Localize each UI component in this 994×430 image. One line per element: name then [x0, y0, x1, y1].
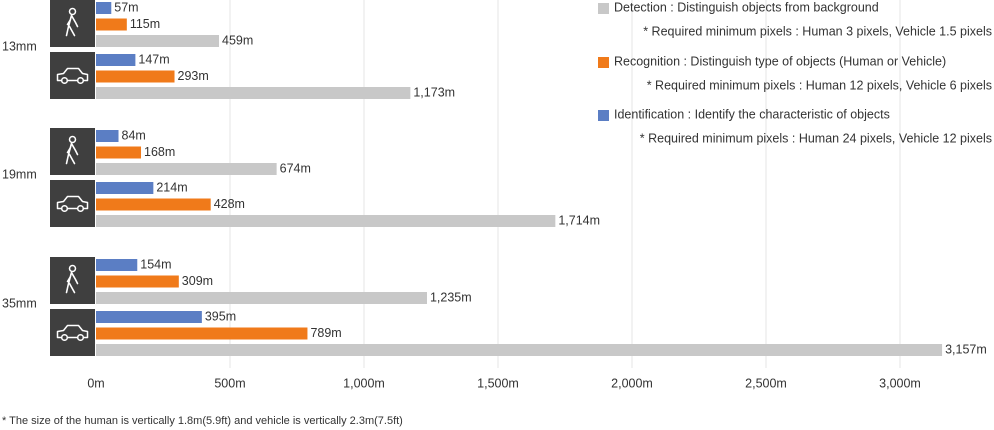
- value-label: 1,714m: [558, 213, 600, 227]
- value-label: 395m: [205, 309, 236, 323]
- legend-label: Recognition : Distinguish type of object…: [614, 54, 946, 68]
- bar: [96, 198, 211, 211]
- lens-label: 19mm: [2, 167, 37, 181]
- x-tick-label: 1,000m: [343, 376, 385, 390]
- value-label: 3,157m: [945, 342, 987, 356]
- value-label: 789m: [310, 326, 341, 340]
- bar: [96, 182, 154, 194]
- bar: [96, 35, 220, 47]
- value-label: 1,235m: [430, 290, 472, 304]
- x-tick-label: 2,000m: [611, 376, 653, 390]
- bar: [96, 130, 119, 142]
- value-label: 115m: [130, 17, 160, 31]
- x-tick-label: 1,500m: [477, 376, 519, 390]
- bar: [96, 163, 277, 175]
- legend-note: * Required minimum pixels : Human 24 pix…: [640, 131, 992, 145]
- lens-label: 13mm: [2, 39, 37, 53]
- value-label: 214m: [156, 180, 187, 194]
- bar: [96, 292, 427, 304]
- bar: [96, 215, 556, 227]
- x-tick-label: 500m: [214, 376, 245, 390]
- value-label: 57m: [114, 0, 138, 14]
- object-icon-box: [50, 128, 95, 175]
- value-label: 459m: [222, 33, 253, 47]
- bar: [96, 344, 943, 356]
- bar: [96, 87, 411, 99]
- value-label: 293m: [178, 69, 209, 83]
- footnote: * The size of the human is vertically 1.…: [2, 415, 403, 427]
- bar: [96, 2, 112, 14]
- bar: [96, 54, 136, 66]
- grid: [229, 0, 901, 368]
- bar: [96, 259, 138, 271]
- value-label: 168m: [144, 145, 175, 159]
- x-tick-label: 3,000m: [879, 376, 921, 390]
- object-icon-box: [50, 0, 95, 47]
- object-icon-box: [50, 257, 95, 304]
- value-label: 1,173m: [413, 85, 455, 99]
- legend-swatch: [598, 57, 609, 68]
- value-label: 147m: [138, 52, 169, 66]
- x-tick-label: 0m: [87, 376, 104, 390]
- bar: [96, 275, 179, 288]
- bar: [96, 311, 202, 323]
- x-tick-label: 2,500m: [745, 376, 787, 390]
- bar: [96, 146, 142, 159]
- bar: [96, 18, 127, 31]
- legend-swatch: [598, 3, 609, 14]
- legend-note: * Required minimum pixels : Human 12 pix…: [647, 78, 992, 92]
- value-label: 674m: [280, 161, 311, 175]
- bar: [96, 327, 308, 340]
- lens-label: 35mm: [2, 296, 37, 310]
- legend-label: Identification : Identify the characteri…: [614, 107, 890, 121]
- value-label: 154m: [140, 257, 171, 271]
- legend-note: * Required minimum pixels : Human 3 pixe…: [643, 24, 992, 38]
- value-label: 428m: [214, 197, 245, 211]
- bar: [96, 70, 175, 83]
- legend-label: Detection : Distinguish objects from bac…: [614, 0, 879, 14]
- legend-swatch: [598, 110, 609, 121]
- value-label: 84m: [122, 128, 146, 142]
- value-label: 309m: [182, 274, 213, 288]
